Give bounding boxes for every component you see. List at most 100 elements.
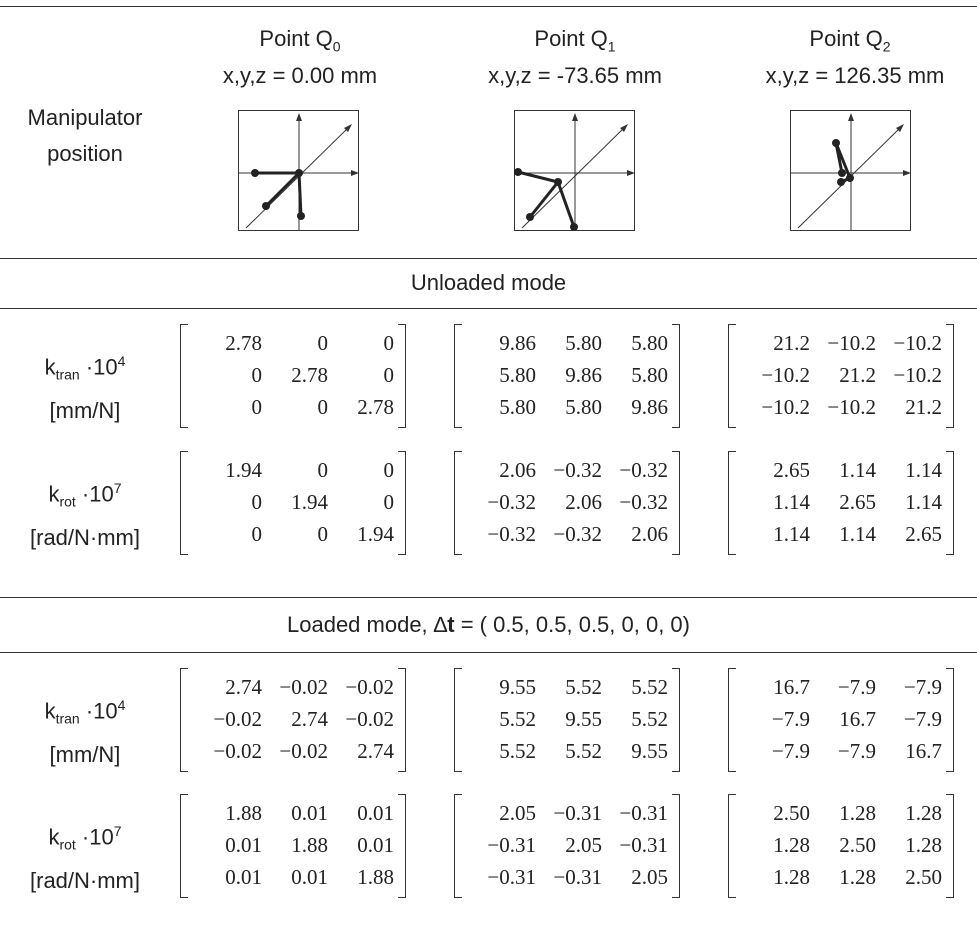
matrix-cell: −10.2 — [893, 363, 942, 387]
matrix-cell: 0 — [317, 331, 329, 355]
row-label-line2: position — [47, 141, 123, 166]
matrix-cell: −0.31 — [553, 801, 602, 825]
matrix-cell: 2.05 — [565, 833, 602, 857]
matrix-cell: 0.01 — [291, 801, 328, 825]
matrix-cell: 0 — [383, 363, 395, 387]
matrix-cell: 1.94 — [225, 458, 262, 482]
matrix-cell: 1.14 — [839, 522, 876, 546]
matrix-cell: 0 — [251, 395, 263, 419]
matrix-cell: 0.01 — [225, 865, 262, 889]
matrix-right-bracket — [672, 324, 680, 428]
matrix-right-bracket — [946, 794, 954, 898]
matrix-unloaded-ktran-q2: 21.2 −10.2 −10.2 −10.2 21.2 −10.2 −10.2 −10.2 21… — [728, 324, 954, 428]
matrix-cell: 2.05 — [499, 801, 536, 825]
matrix-cell: 1.28 — [905, 801, 942, 825]
matrix-cell: 1.88 — [357, 865, 394, 889]
row-label-line1: Manipulator — [27, 105, 143, 130]
matrix-right-bracket — [398, 668, 406, 772]
matrix-right-bracket — [946, 324, 954, 428]
matrix-cell: 1.14 — [905, 490, 942, 514]
matrix-cell: 9.86 — [565, 363, 602, 387]
matrix-cell: 0.01 — [357, 801, 394, 825]
matrix-cell: 5.52 — [631, 675, 668, 699]
manipulator-diagram-q0 — [238, 110, 359, 231]
delta-symbol: ∆ — [433, 612, 448, 637]
matrix-cell: 5.80 — [499, 395, 536, 419]
point-q2-coords: x,y,z = 126.35 mm — [765, 63, 945, 88]
matrix-cell: 1.88 — [291, 833, 328, 857]
matrix-cell: 2.74 — [357, 739, 394, 763]
matrix-cell: −0.31 — [619, 833, 668, 857]
matrix-cell: −0.02 — [345, 707, 394, 731]
matrix-cell: −0.32 — [619, 458, 668, 482]
matrix-cell: 0 — [383, 490, 395, 514]
matrix-left-bracket — [728, 668, 736, 772]
matrix-cell: 21.2 — [839, 363, 876, 387]
matrix-cell: −7.9 — [837, 739, 876, 763]
matrix-left-bracket — [180, 794, 188, 898]
matrix-cell: 5.52 — [499, 707, 536, 731]
matrix-cell: −7.9 — [771, 707, 810, 731]
matrix-cell: 0 — [383, 331, 395, 355]
matrix-cell: −0.32 — [553, 458, 602, 482]
matrix-cell: 2.06 — [499, 458, 536, 482]
matrix-cell: −0.02 — [279, 739, 328, 763]
matrix-cell: 1.28 — [773, 865, 810, 889]
matrix-unloaded-ktran-q1: 9.86 5.80 5.80 5.80 9.86 5.80 5.80 5.80 9.86 — [454, 324, 680, 428]
matrix-cell: 5.80 — [565, 331, 602, 355]
row-label-loaded-ktran: ktran ·104 [mm/N] — [44, 697, 126, 767]
matrix-cell: 2.78 — [357, 395, 394, 419]
matrix-cell: 5.52 — [565, 739, 602, 763]
matrix-cell: 5.80 — [631, 331, 668, 355]
matrix-cell: −0.02 — [213, 707, 262, 731]
matrix-left-bracket — [180, 668, 188, 772]
matrix-cell: 0 — [317, 522, 329, 546]
matrix-unloaded-krot-q0: 1.94 0 0 0 1.94 0 0 0 1.94 — [180, 451, 406, 555]
matrix-right-bracket — [398, 794, 406, 898]
unloaded-bottom-rule — [0, 597, 977, 598]
row-label-unloaded-krot: krot ·107 [rad/N·mm] — [30, 480, 140, 550]
matrix-left-bracket — [454, 668, 462, 772]
point-q2-title: Point Q2 — [809, 26, 891, 55]
matrix-left-bracket — [454, 794, 462, 898]
matrix-cell: 2.74 — [225, 675, 262, 699]
matrix-cell: 16.7 — [839, 707, 876, 731]
matrix-cell: −0.32 — [487, 522, 536, 546]
matrix-cell: 2.74 — [291, 707, 328, 731]
t-symbol: t — [447, 612, 455, 637]
unloaded-mode-title: Unloaded mode — [410, 270, 567, 295]
matrix-cell: 1.28 — [905, 833, 942, 857]
matrix-cell: 21.2 — [773, 331, 810, 355]
matrix-cell: 9.55 — [499, 675, 536, 699]
matrix-cell: 0 — [383, 458, 395, 482]
matrix-unloaded-ktran-q0: 2.78 0 0 0 2.78 0 0 0 2.78 — [180, 324, 406, 428]
manipulator-diagram-q1 — [514, 110, 635, 231]
matrix-loaded-ktran-q0: 2.74 −0.02 −0.02 −0.02 2.74 −0.02 −0.02 −0.02 2.… — [180, 668, 406, 772]
matrix-unloaded-krot-q2: 2.65 1.14 1.14 1.14 2.65 1.14 1.14 1.14 2.65 — [728, 451, 954, 555]
matrix-cell: −7.9 — [903, 707, 942, 731]
matrix-cell: −7.9 — [903, 675, 942, 699]
matrix-loaded-krot-q2: 2.50 1.28 1.28 1.28 2.50 1.28 1.28 1.28 2.50 — [728, 794, 954, 898]
matrix-unloaded-krot-q1: 2.06 −0.32 −0.32 −0.32 2.06 −0.32 −0.32 −0.32 2.… — [454, 451, 680, 555]
matrix-right-bracket — [672, 451, 680, 555]
matrix-cell: 2.05 — [631, 865, 668, 889]
matrix-cell: −0.02 — [345, 675, 394, 699]
point-q0-title: Point Q0 — [259, 26, 341, 55]
matrix-loaded-ktran-q1: 9.55 5.52 5.52 5.52 9.55 5.52 5.52 5.52 9.55 — [454, 668, 680, 772]
point-q1-title: Point Q1 — [534, 26, 616, 55]
matrix-cell: 5.80 — [499, 363, 536, 387]
matrix-loaded-ktran-q2: 16.7 −7.9 −7.9 −7.9 16.7 −7.9 −7.9 −7.9 16.7 — [728, 668, 954, 772]
matrix-cell: −0.31 — [619, 801, 668, 825]
point-q0-coords: x,y,z = 0.00 mm — [222, 63, 378, 88]
matrix-cell: 0.01 — [291, 865, 328, 889]
matrix-right-bracket — [946, 668, 954, 772]
matrix-cell: −0.31 — [487, 833, 536, 857]
matrix-cell: 2.06 — [565, 490, 602, 514]
matrix-left-bracket — [180, 324, 188, 428]
point-q1-coords: x,y,z = -73.65 mm — [488, 63, 662, 88]
matrix-right-bracket — [672, 794, 680, 898]
matrix-cell: −0.02 — [279, 675, 328, 699]
matrix-cell: 1.28 — [773, 833, 810, 857]
matrix-cell: 0 — [317, 395, 329, 419]
matrix-cell: 0 — [317, 458, 329, 482]
